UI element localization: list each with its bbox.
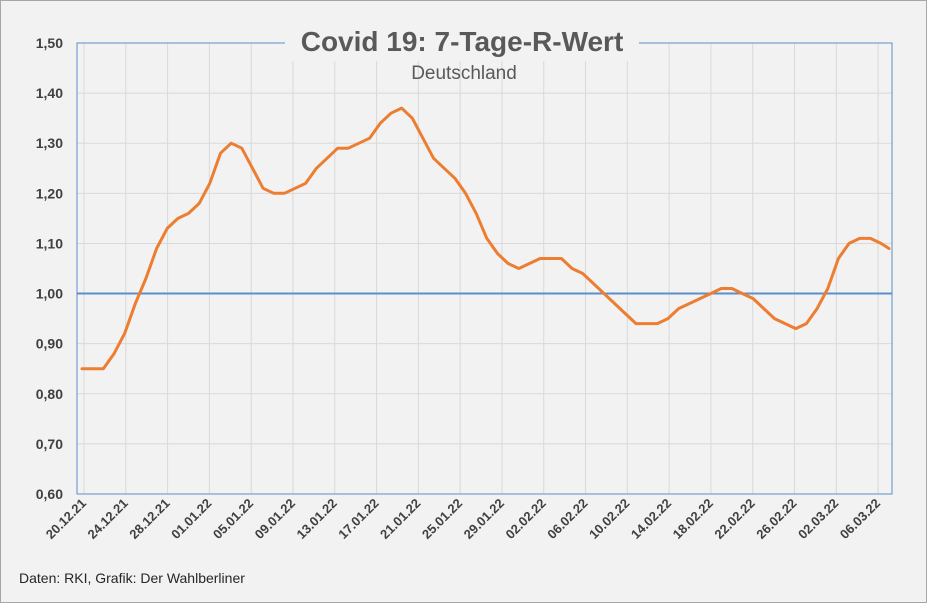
x-tick-label: 28.12.21	[126, 496, 172, 542]
y-tick-label: 1,30	[36, 135, 63, 151]
y-tick-label: 0,70	[36, 436, 63, 452]
chart-title: Covid 19: 7-Tage-R-Wert	[301, 26, 624, 57]
y-tick-label: 1,20	[36, 185, 63, 201]
y-tick-label: 1,50	[36, 35, 63, 51]
x-tick-label: 05.01.22	[210, 496, 256, 542]
x-tick-label: 29.01.22	[461, 496, 507, 542]
plot-area-border	[76, 42, 893, 495]
series-line-r-value	[80, 106, 891, 371]
x-tick-label: 22.02.22	[711, 496, 757, 542]
x-tick-label: 20.12.21	[43, 496, 89, 542]
x-tick-label: 10.02.22	[586, 496, 632, 542]
y-tick-label: 1,40	[36, 85, 63, 101]
source-note: Daten: RKI, Grafik: Der Wahlberliner	[19, 570, 245, 586]
x-tick-label: 06.02.22	[544, 496, 590, 542]
x-tick-label: 01.01.22	[168, 496, 214, 542]
x-tick-label: 14.02.22	[628, 496, 674, 542]
grid-layer	[77, 42, 892, 495]
x-tick-label: 02.02.22	[502, 496, 548, 542]
x-tick-label: 21.01.22	[377, 496, 423, 542]
chart-subtitle: Deutschland	[411, 63, 517, 84]
x-tick-label: 13.01.22	[293, 496, 339, 542]
x-axis: 20.12.2124.12.2128.12.2101.01.2205.01.22…	[43, 496, 883, 542]
y-tick-label: 1,00	[36, 286, 63, 302]
y-tick-label: 0,80	[36, 386, 63, 402]
x-tick-label: 26.02.22	[753, 496, 799, 542]
y-axis: 0,60 0,70 0,80 0,90 1,00 1,10 1,20 1,30 1,40 1,50	[36, 35, 63, 502]
y-tick-label: 0,60	[36, 486, 63, 502]
x-tick-label: 17.01.22	[335, 496, 381, 542]
x-tick-label: 24.12.21	[85, 496, 131, 542]
x-tick-label: 06.03.22	[837, 496, 883, 542]
x-tick-label: 18.02.22	[670, 496, 716, 542]
y-tick-label: 0,90	[36, 336, 63, 352]
title-background	[285, 25, 639, 61]
x-tick-label: 09.01.22	[252, 496, 298, 542]
x-tick-label: 02.03.22	[795, 496, 841, 542]
y-tick-label: 1,10	[36, 235, 63, 251]
x-tick-label: 25.01.22	[419, 496, 465, 542]
